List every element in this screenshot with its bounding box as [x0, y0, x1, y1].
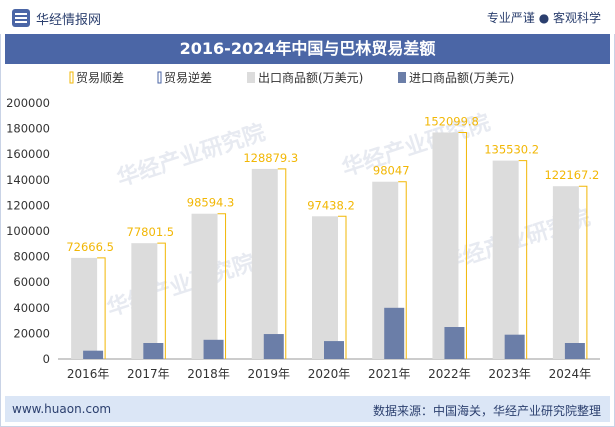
legend-swatch-1: [69, 71, 74, 84]
import-bar: [324, 341, 344, 359]
legend-swatch-3: [247, 72, 255, 83]
surplus-bracket: [518, 160, 528, 359]
x-tick-label: 2019年: [248, 367, 291, 381]
surplus-data-label: 98047: [373, 164, 410, 178]
import-bar: [83, 350, 104, 359]
surplus-bracket: [97, 257, 106, 359]
surplus-data-label: 152099.8: [424, 114, 479, 128]
surplus-bracket: [398, 181, 407, 359]
surplus-data-label: 135530.2: [484, 143, 539, 157]
y-tick-label: 80000: [13, 250, 50, 264]
legend-label-1: 贸易顺差: [76, 71, 124, 85]
y-tick-label: 20000: [13, 326, 50, 340]
tagline: 专业严谨 ● 客观科学: [486, 11, 601, 25]
import-bar: [203, 339, 224, 359]
surplus-data-label: 98594.3: [187, 196, 235, 210]
surplus-data-label: 72666.5: [66, 240, 114, 254]
surplus-bracket: [277, 168, 287, 359]
footer-website[interactable]: www.huaon.com: [12, 402, 112, 416]
y-tick-label: 180000: [6, 122, 50, 136]
import-bar: [444, 327, 465, 359]
chart-title: 2016-2024年中国与巴林贸易差额: [179, 39, 436, 58]
surplus-bracket: [157, 242, 166, 359]
export-bar: [312, 216, 338, 359]
logo-text: 华经情报网: [36, 12, 102, 28]
x-tick-label: 2024年: [549, 367, 592, 381]
x-tick-label: 2017年: [127, 367, 170, 381]
y-tick-label: 100000: [6, 224, 50, 238]
export-bar: [71, 257, 98, 359]
x-tick-label: 2016年: [67, 367, 110, 381]
legend-swatch-4: [398, 72, 406, 83]
surplus-bracket: [578, 185, 588, 359]
export-bar: [432, 132, 459, 359]
legend-swatch-2: [157, 71, 162, 84]
import-bar: [504, 334, 525, 359]
x-tick-label: 2023年: [488, 367, 531, 381]
y-tick-label: 0: [43, 352, 50, 366]
import-bar: [263, 334, 284, 359]
x-tick-label: 2018年: [187, 367, 230, 381]
legend-label-4: 进口商品额(万美元): [409, 70, 514, 85]
export-bar: [552, 186, 579, 359]
title-bar: 2016-2024年中国与巴林贸易差额: [5, 34, 610, 64]
export-bar: [251, 168, 278, 359]
surplus-bracket: [217, 213, 227, 359]
export-bar: [191, 213, 218, 359]
brand-logo[interactable]: 华经情报网: [12, 8, 101, 28]
y-tick-label: 140000: [6, 173, 50, 187]
surplus-data-label: 77801.5: [127, 225, 175, 239]
import-bar: [564, 343, 585, 359]
surplus-data-label: 128879.3: [243, 151, 298, 165]
y-tick-label: 40000: [13, 301, 50, 315]
import-bar: [384, 307, 405, 359]
y-tick-label: 160000: [6, 147, 50, 161]
legend-label-2: 贸易逆差: [164, 70, 212, 85]
export-bar: [492, 160, 519, 359]
x-tick-label: 2021年: [368, 367, 411, 381]
footer-bar: [5, 396, 610, 422]
legend-label-3: 出口商品额(万美元): [258, 70, 363, 85]
surplus-bracket: [338, 215, 347, 359]
top-bar: 华经情报网 专业严谨 ● 客观科学: [0, 0, 615, 34]
surplus-data-label: 97438.2: [307, 198, 355, 212]
footer-source: 数据来源：中国海关，华经产业研究院整理: [372, 404, 601, 418]
chart: 华经产业研究院华经产业研究院华经产业研究院华经产业研究院贸易顺差贸易逆差出口商品…: [6, 70, 600, 381]
watermark-text: 华经产业研究院: [104, 249, 259, 321]
surplus-data-label: 122167.2: [544, 168, 599, 182]
y-tick-label: 60000: [13, 275, 50, 289]
logo-icon: [12, 9, 30, 27]
x-tick-label: 2022年: [428, 367, 471, 381]
y-tick-label: 120000: [6, 198, 50, 212]
x-tick-label: 2020年: [308, 367, 351, 381]
y-tick-label: 200000: [6, 96, 50, 110]
export-bar: [131, 243, 158, 359]
surplus-bracket: [458, 131, 467, 359]
import-bar: [143, 343, 164, 359]
